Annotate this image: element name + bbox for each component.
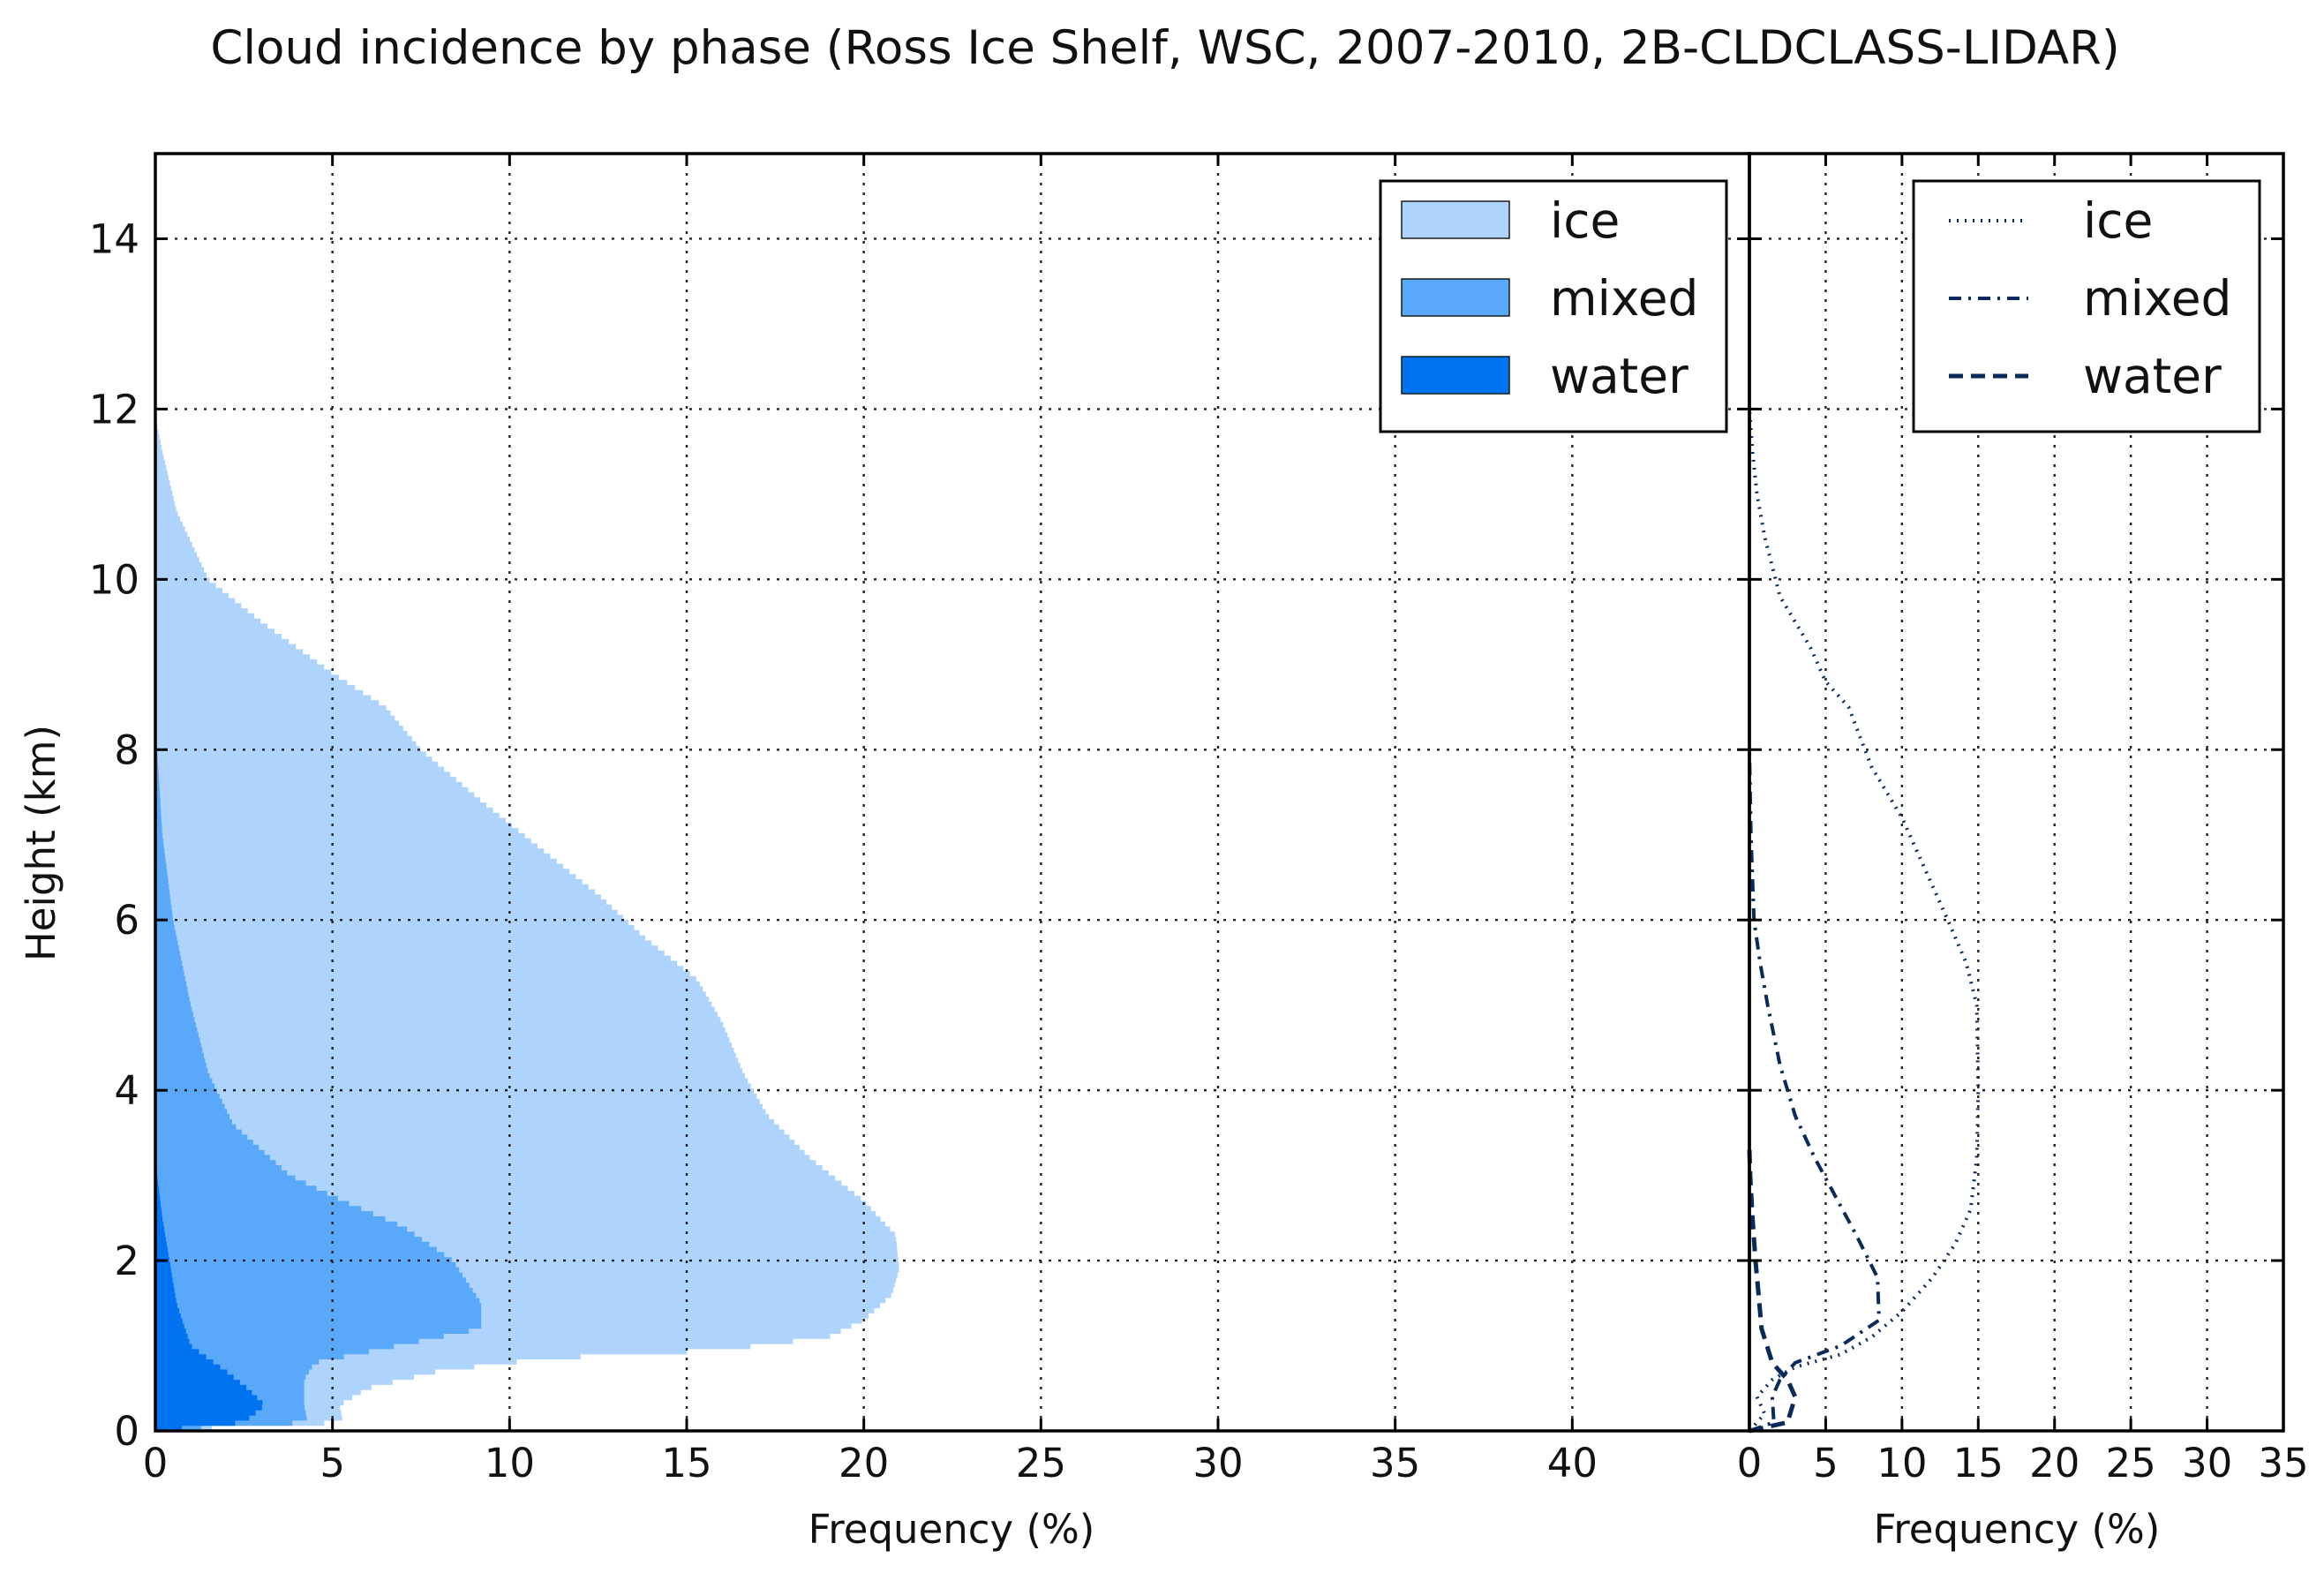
main-x-axis-label: Frequency (%)	[809, 1506, 1095, 1553]
legend-swatch-mixed	[1401, 278, 1510, 317]
y-axis-label: Height (km)	[18, 725, 64, 961]
chart-title: Cloud incidence by phase (Ross Ice Shelf…	[210, 21, 2119, 75]
x-tick-label: 25	[1016, 1440, 1066, 1486]
x-tick-label: 10	[485, 1440, 535, 1486]
x-tick-label: 0	[1737, 1440, 1763, 1486]
y-tick-label: 2	[114, 1238, 139, 1284]
x-tick-label: 20	[839, 1440, 889, 1486]
y-tick-label: 8	[114, 726, 139, 773]
legend-label-ice: ice	[2083, 192, 2153, 249]
x-tick-label: 20	[2029, 1440, 2080, 1486]
y-tick-label: 6	[114, 897, 139, 944]
area-mixed	[155, 724, 482, 1431]
line-water	[1747, 1149, 1798, 1434]
legend-label-mixed: mixed	[1550, 270, 1698, 327]
legend-swatch-ice	[1401, 200, 1510, 239]
side-panel: 0 5 10 15 20 25 30 35 ice mixed water	[1737, 152, 2309, 1486]
x-tick-label: 25	[2106, 1440, 2156, 1486]
area-water	[155, 1149, 263, 1431]
legend-swatch-water	[1401, 356, 1510, 395]
y-tick-label: 12	[89, 386, 139, 433]
y-tick-label: 4	[114, 1067, 139, 1114]
legend-box	[1912, 179, 2261, 433]
y-tick-label: 10	[89, 556, 139, 603]
x-tick-label: 30	[1192, 1440, 1243, 1486]
legend-label-water: water	[1550, 348, 1688, 404]
x-tick-label: 15	[661, 1440, 711, 1486]
plot-frame	[1748, 152, 2285, 1433]
area-ice	[155, 418, 899, 1431]
legend: ice mixed water	[1379, 179, 1728, 433]
side-x-axis-label: Frequency (%)	[1874, 1506, 2161, 1553]
x-tick-label: 30	[2182, 1440, 2232, 1486]
y-tick-label: 14	[89, 215, 139, 262]
x-tick-label: 5	[1813, 1440, 1839, 1486]
line-mixed	[1748, 749, 1881, 1433]
x-tick-label: 5	[320, 1440, 345, 1486]
legend-label-ice: ice	[1550, 192, 1620, 249]
x-tick-label: 35	[2258, 1440, 2308, 1486]
legend-label-water: water	[2083, 348, 2222, 404]
legend-label-mixed: mixed	[2083, 270, 2231, 327]
legend: ice mixed water	[1912, 179, 2261, 433]
x-tick-label: 40	[1547, 1440, 1598, 1486]
line-ice	[1748, 409, 1981, 1433]
x-tick-label: 0	[143, 1440, 169, 1486]
y-tick-label: 0	[114, 1408, 139, 1455]
x-tick-label: 10	[1876, 1440, 1927, 1486]
main-panel: 0 5 10 15 20 25 30 35 40 0 2 4 6 8 10 12 14 ice mixed water	[89, 152, 1751, 1486]
x-tick-label: 35	[1370, 1440, 1420, 1486]
x-tick-label: 15	[1953, 1440, 2004, 1486]
